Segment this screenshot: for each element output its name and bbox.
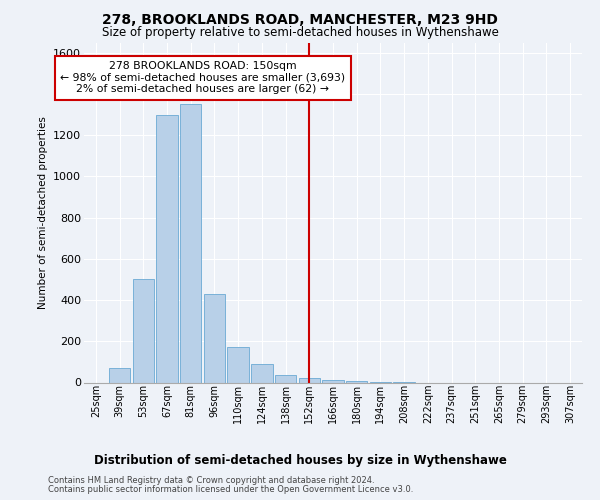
Bar — [251, 364, 272, 382]
Text: Size of property relative to semi-detached houses in Wythenshawe: Size of property relative to semi-detach… — [101, 26, 499, 39]
Bar — [322, 380, 344, 382]
Bar — [109, 368, 130, 382]
Bar — [157, 114, 178, 382]
Bar — [275, 376, 296, 382]
Y-axis label: Number of semi-detached properties: Number of semi-detached properties — [38, 116, 47, 309]
Bar — [299, 378, 320, 382]
Text: 278 BROOKLANDS ROAD: 150sqm
← 98% of semi-detached houses are smaller (3,693)
2%: 278 BROOKLANDS ROAD: 150sqm ← 98% of sem… — [60, 61, 345, 94]
Text: 278, BROOKLANDS ROAD, MANCHESTER, M23 9HD: 278, BROOKLANDS ROAD, MANCHESTER, M23 9H… — [102, 12, 498, 26]
Bar — [180, 104, 202, 382]
Text: Distribution of semi-detached houses by size in Wythenshawe: Distribution of semi-detached houses by … — [94, 454, 506, 467]
Text: Contains public sector information licensed under the Open Government Licence v3: Contains public sector information licen… — [48, 484, 413, 494]
Bar — [227, 348, 249, 382]
Bar — [133, 280, 154, 382]
Text: Contains HM Land Registry data © Crown copyright and database right 2024.: Contains HM Land Registry data © Crown c… — [48, 476, 374, 485]
Bar — [204, 294, 225, 382]
